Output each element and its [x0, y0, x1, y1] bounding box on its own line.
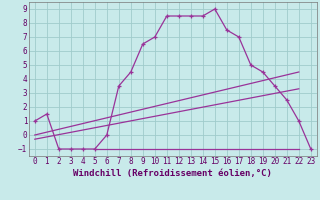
X-axis label: Windchill (Refroidissement éolien,°C): Windchill (Refroidissement éolien,°C)	[73, 169, 272, 178]
